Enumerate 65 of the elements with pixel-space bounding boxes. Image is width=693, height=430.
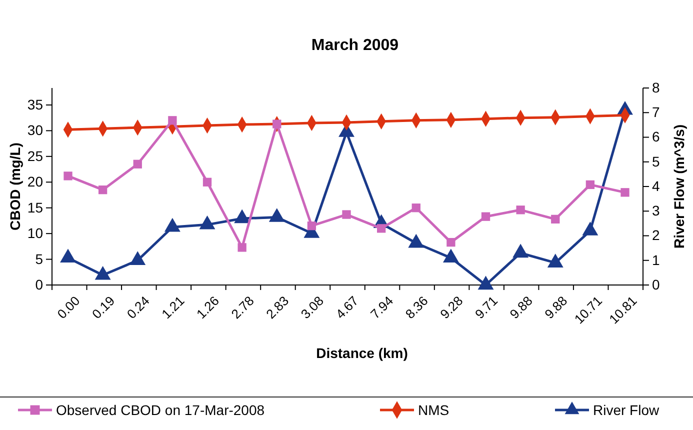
legend-label: Observed CBOD on 17-Mar-2008 — [56, 402, 265, 418]
y-axis-title: CBOD (mg/L) — [7, 142, 23, 230]
legend-label: NMS — [418, 402, 450, 418]
point — [238, 243, 246, 252]
x-axis-title: Distance (km) — [316, 345, 408, 361]
y2-tick-label: 1 — [652, 252, 660, 268]
point — [582, 222, 598, 236]
point — [342, 210, 351, 219]
x-tick-label: 9.88 — [506, 293, 536, 322]
y-tick-label: 10 — [27, 225, 44, 242]
point — [376, 224, 386, 233]
y-tick-label: 30 — [27, 122, 44, 138]
x-tick-label: 0.19 — [89, 293, 118, 322]
y-tick-label: 15 — [27, 199, 44, 216]
chart-title: March 2009 — [311, 37, 399, 54]
y2-tick-label: 5 — [652, 153, 660, 170]
y-tick-label: 5 — [35, 250, 44, 267]
point — [442, 248, 459, 263]
x-tick-label: 9.71 — [472, 293, 501, 322]
y2-tick-label: 7 — [652, 104, 660, 120]
y-tick-label: 35 — [27, 96, 44, 112]
point — [268, 208, 285, 222]
y2-tick-label: 8 — [652, 79, 660, 96]
point — [60, 248, 76, 263]
point — [94, 266, 111, 280]
point — [234, 209, 250, 224]
y2-tick-label: 4 — [652, 178, 660, 194]
x-tick-label: 8.36 — [402, 293, 431, 322]
x-tick-label: 3.08 — [298, 293, 326, 322]
x-tick-label: 0.24 — [124, 293, 152, 322]
point — [168, 116, 177, 125]
x-tick-label: 7.94 — [368, 293, 396, 322]
point — [620, 188, 630, 197]
y-tick-label: 0 — [35, 276, 44, 292]
x-tick-label: 1.21 — [158, 293, 188, 322]
x-tick-label: 0.00 — [54, 293, 83, 322]
y2-tick-label: 6 — [652, 128, 660, 145]
point — [551, 214, 560, 224]
point — [202, 178, 212, 186]
point — [412, 204, 420, 212]
point — [64, 172, 72, 180]
y2-tick-label: 2 — [652, 227, 660, 244]
y2-tick-label: 0 — [652, 276, 660, 292]
y-tick-label: 20 — [27, 174, 44, 190]
x-tick-label: 9.28 — [437, 293, 466, 322]
point — [130, 251, 146, 265]
point — [164, 218, 180, 232]
point — [446, 238, 456, 247]
x-tick-label: 9.88 — [542, 293, 570, 322]
point — [586, 180, 595, 190]
point — [133, 160, 142, 168]
point — [307, 222, 316, 230]
point — [481, 212, 490, 221]
legend-label: River Flow — [593, 402, 660, 418]
y-tick-label: 25 — [27, 148, 44, 164]
point — [199, 215, 216, 230]
y2-tick-label: 3 — [652, 202, 660, 219]
point — [547, 254, 564, 268]
point — [98, 186, 108, 194]
point — [272, 120, 282, 128]
point — [478, 276, 494, 290]
y2-axis-title: River Flow (m^3/s) — [671, 124, 687, 249]
point — [408, 234, 424, 248]
point — [512, 244, 529, 258]
point — [516, 206, 525, 214]
